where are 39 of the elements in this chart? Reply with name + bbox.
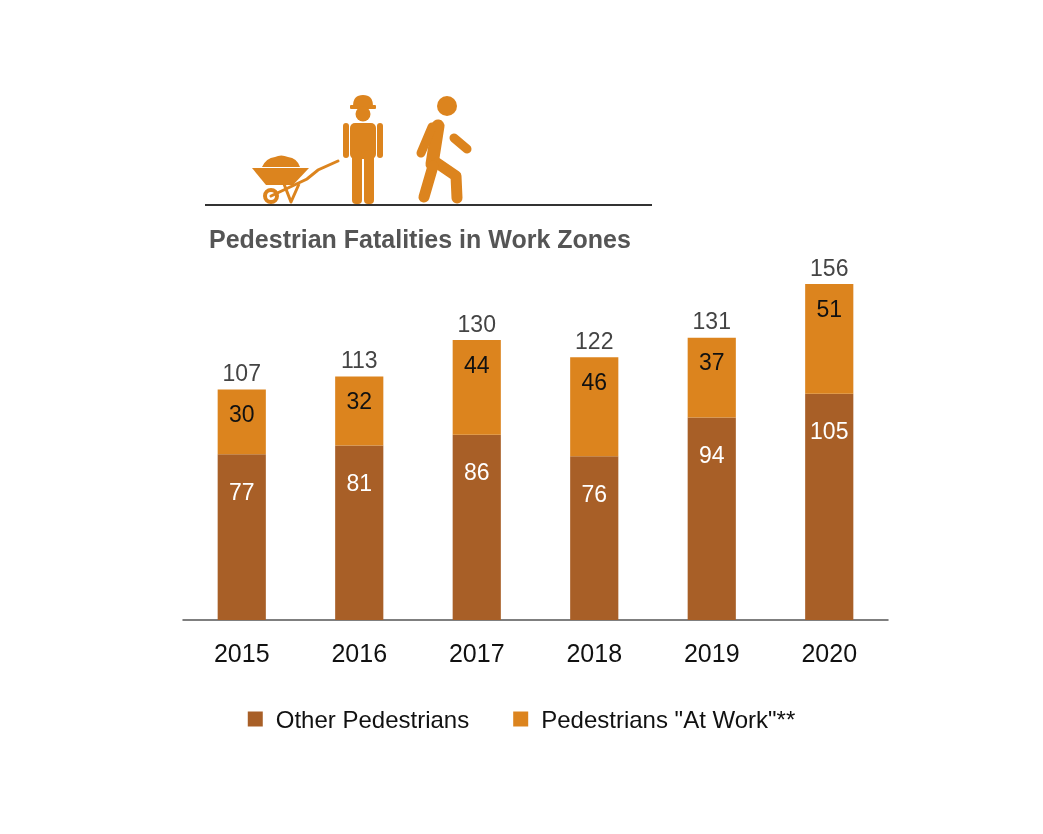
total-label: 130 — [457, 310, 496, 337]
x-tick-label: 2015 — [213, 638, 270, 667]
data-label: 44 — [463, 351, 490, 378]
data-label: 46 — [581, 368, 608, 395]
bar — [217, 454, 266, 620]
legend-label: Other Pedestrians — [275, 705, 470, 733]
bar — [805, 393, 854, 620]
data-label: 51 — [816, 295, 843, 322]
bar — [687, 417, 736, 620]
data-label: 86 — [463, 459, 490, 486]
data-label: 81 — [346, 470, 373, 497]
data-label: 76 — [581, 480, 608, 507]
bar — [335, 376, 384, 446]
bar — [335, 445, 384, 620]
total-label: 156 — [810, 254, 849, 281]
data-label: 94 — [698, 442, 725, 469]
total-label: 122 — [575, 327, 614, 354]
x-tick-label: 2018 — [566, 638, 623, 667]
data-label: 77 — [228, 478, 255, 505]
x-tick-label: 2020 — [801, 638, 858, 667]
bar — [452, 340, 501, 435]
data-label: 37 — [698, 349, 725, 376]
total-label: 113 — [340, 347, 378, 374]
chart-title: Pedestrian Fatalities in Work Zones — [209, 224, 631, 253]
x-tick-label: 2017 — [448, 638, 505, 667]
x-tick-label: 2016 — [331, 638, 388, 667]
total-label: 107 — [222, 360, 261, 387]
total-label: 131 — [692, 308, 731, 335]
data-label: 30 — [228, 401, 255, 428]
bar — [452, 434, 501, 620]
bar — [805, 284, 854, 394]
data-label: 32 — [346, 388, 373, 415]
x-tick-label: 2019 — [683, 638, 740, 667]
bar — [217, 389, 266, 455]
bar — [570, 357, 619, 457]
data-label: 105 — [810, 418, 849, 445]
legend-label: Pedestrians "At Work"** — [541, 705, 796, 733]
bar — [570, 456, 619, 620]
bar — [687, 337, 736, 418]
